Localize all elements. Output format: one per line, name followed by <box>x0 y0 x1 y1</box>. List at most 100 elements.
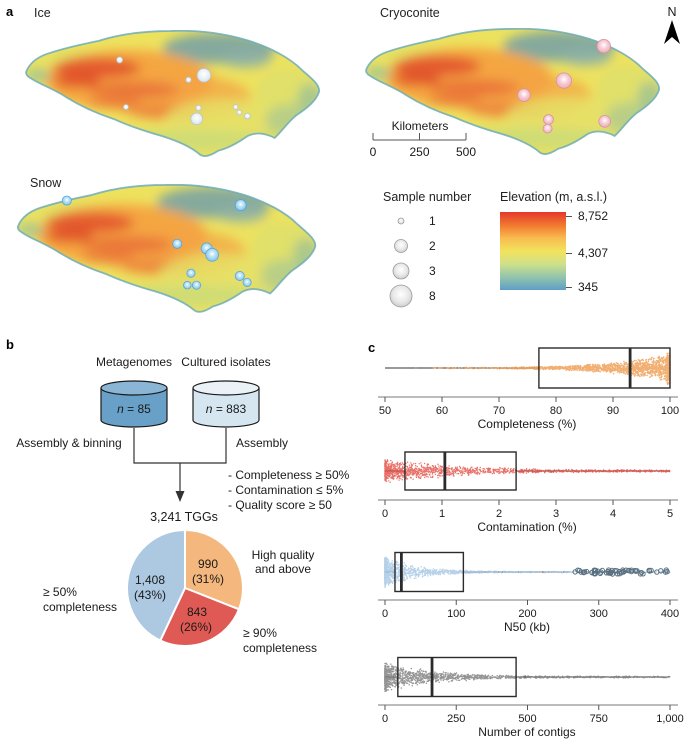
tick-label: 200 <box>518 608 536 620</box>
elevation-tick <box>566 252 572 254</box>
ice-bubble <box>123 104 129 110</box>
snow-map <box>2 184 334 322</box>
pie-pct-high-quality: (31%) <box>192 572 224 586</box>
outlier-point <box>583 568 590 575</box>
box-contigs <box>397 656 517 698</box>
tick-label: 4 <box>610 508 616 520</box>
tick-label: 90 <box>607 405 619 417</box>
snow-bubble <box>61 195 72 206</box>
box-contamination <box>404 451 517 491</box>
cryoconite-bubble <box>555 72 572 89</box>
tick-label: 0 <box>382 713 388 725</box>
tgg-total-label: 3,241 TGGs <box>150 510 218 524</box>
strip-plot-completeness: 50 60 70 80 90 100 Completeness (%) <box>378 347 679 431</box>
outlier-point <box>576 567 583 574</box>
snow-bubble <box>172 238 183 249</box>
pie-label-50-2: completeness <box>43 600 117 614</box>
ice-bubble <box>236 109 242 116</box>
ice-bubble <box>185 76 192 83</box>
outlier-point <box>607 570 614 576</box>
sample-legend-rows: 1 2 3 8 <box>383 208 498 308</box>
strip-plot-contigs: 0 250 500 750 1,000 Number of contigs <box>378 656 684 739</box>
snow-bubble <box>234 199 247 212</box>
assembly-binning-label: Assembly & binning <box>16 436 121 450</box>
pie-pct-90: (26%) <box>180 620 212 634</box>
outlier-point <box>606 570 612 576</box>
outlier-point <box>589 569 595 576</box>
panel-a-letter: a <box>6 4 14 19</box>
pie-value-high-quality: 990 <box>198 557 218 571</box>
tick-label: 300 <box>590 608 608 620</box>
cultured-isolates-label: Cultured isolates <box>181 355 270 369</box>
ice-bubble <box>244 112 251 120</box>
ice-map <box>8 30 340 166</box>
tick-label: 2 <box>496 508 502 520</box>
pie-label-90-1: ≥ 90% <box>243 626 277 640</box>
outlier-point <box>638 569 645 576</box>
box-completeness <box>538 347 671 389</box>
elevation-legend: Elevation (m, a.s.l.) 8,752 4,307 345 <box>500 190 680 294</box>
panel-c-letter: c <box>368 340 376 355</box>
sample-legend-title: Sample number <box>383 190 472 204</box>
outlier-point <box>658 568 664 574</box>
metagenomes-cylinder-icon: n = 85 <box>100 380 168 428</box>
outlier-point <box>578 569 584 575</box>
cryoconite-bubble <box>543 114 554 125</box>
outlier-point <box>663 567 669 573</box>
sample-size-bubble-icon <box>397 217 405 224</box>
pie-slice <box>184 528 244 611</box>
snow-sample-bubbles <box>61 195 252 290</box>
snow-bubble <box>234 271 245 281</box>
box-n50 <box>394 551 465 593</box>
elevation-gradient: 8,752 4,307 345 <box>500 209 608 294</box>
tick-label: 5 <box>667 508 673 520</box>
strip-plot-n50: 0 100 200 300 400 N50 (kb) <box>378 551 679 634</box>
axis-label-contigs: Number of contigs <box>478 725 575 739</box>
tgg-pie-chart <box>126 528 244 648</box>
criterion-contamination: - Contamination ≤ 5% <box>228 483 344 497</box>
sample-size-bubble-icon <box>392 262 410 279</box>
tick-label: 250 <box>447 713 465 725</box>
outlier-point <box>637 571 644 577</box>
criterion-completeness: - Completeness ≥ 50% <box>228 468 350 482</box>
pie-label-high-quality-1: High quality <box>252 548 315 562</box>
scale-tick-500: 500 <box>456 145 476 159</box>
strip-plot-contamination: 0 1 2 3 4 5 Contamination (%) <box>378 451 678 534</box>
elevation-tick <box>566 215 572 217</box>
ice-bubble <box>232 104 239 110</box>
ice-bubble <box>195 104 202 112</box>
scale-tick-250: 250 <box>409 145 429 159</box>
metagenomes-label: Metagenomes <box>96 355 172 369</box>
flow-connector <box>133 428 227 464</box>
snow-bubble <box>242 277 252 287</box>
snow-bubble <box>183 280 192 290</box>
sample-size-label: 8 <box>429 288 436 303</box>
tick-label: 0 <box>382 508 388 520</box>
cryoconite-map-title: Cryoconite <box>380 6 440 20</box>
cryoconite-sample-bubbles <box>517 38 611 134</box>
outlier-point <box>648 567 654 574</box>
sample-legend-item: 1 <box>383 208 498 233</box>
criterion-quality: - Quality score ≥ 50 <box>228 498 332 512</box>
pie-label-90-2: completeness <box>243 641 317 655</box>
north-arrow-icon: N <box>664 5 680 44</box>
scale-bar: Kilometers 0 250 500 <box>370 119 477 159</box>
sample-number-legend: Sample number 1 2 3 8 <box>383 190 498 308</box>
tick-label: 3 <box>553 508 559 520</box>
outlier-point <box>633 568 639 574</box>
tick-label: 100 <box>447 608 465 620</box>
ice-bubble <box>190 112 203 126</box>
tick-label: 1,000 <box>656 713 684 725</box>
tick-label: 750 <box>590 713 608 725</box>
scale-tick-0: 0 <box>370 145 377 159</box>
axis-label-contamination: Contamination (%) <box>477 520 576 534</box>
outlier-point <box>614 571 621 577</box>
pie-slice <box>126 528 186 642</box>
ice-map-title: Ice <box>34 6 51 20</box>
snow-map-title: Snow <box>30 176 62 190</box>
tick-label: 70 <box>493 405 505 417</box>
pie-label-high-quality-2: and above <box>255 562 311 576</box>
tick-label: 0 <box>382 608 388 620</box>
cryoconite-bubble <box>517 88 531 102</box>
north-label: N <box>667 5 676 19</box>
